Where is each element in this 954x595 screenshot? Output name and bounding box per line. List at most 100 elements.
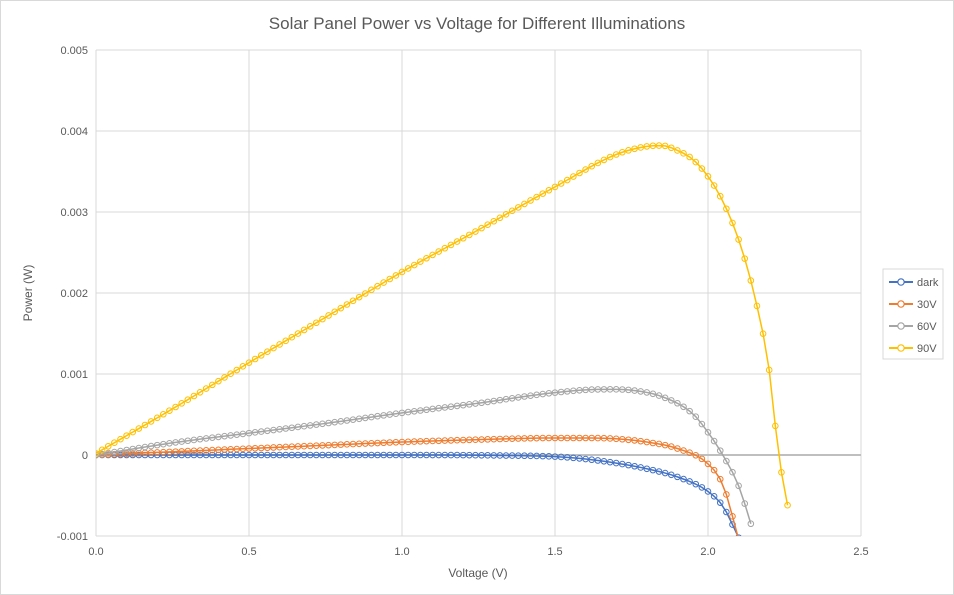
- data-point: [227, 432, 234, 439]
- y-axis-label: Power (W): [21, 265, 35, 322]
- data-point: [239, 430, 247, 438]
- data-point: [588, 386, 596, 393]
- data-point: [117, 447, 124, 455]
- data-point: [264, 427, 271, 435]
- legend-item: 90V: [889, 343, 937, 355]
- data-point: [257, 451, 265, 459]
- data-point: [331, 451, 338, 459]
- y-tick-label: 0.005: [60, 45, 88, 57]
- data-point: [545, 453, 553, 460]
- x-tick-label: 1.5: [547, 546, 562, 558]
- data-point: [521, 435, 528, 442]
- y-tick-label: 0.004: [60, 126, 88, 138]
- data-point: [710, 492, 718, 500]
- data-point: [331, 418, 338, 426]
- data-point: [631, 145, 638, 153]
- data-point: [404, 265, 412, 272]
- gridlines: [95, 49, 862, 537]
- data-point: [588, 162, 596, 170]
- data-point: [698, 420, 706, 428]
- data-point: [361, 290, 369, 297]
- data-point: [392, 410, 400, 418]
- data-point: [221, 432, 228, 440]
- series-60V: [96, 386, 755, 528]
- data-point: [288, 443, 296, 451]
- data-point: [374, 282, 381, 290]
- data-point: [166, 407, 173, 414]
- data-point: [190, 447, 198, 455]
- x-axis-label: Voltage (V): [448, 566, 507, 580]
- data-point: [349, 440, 357, 448]
- data-point: [264, 444, 271, 452]
- data-point: [759, 330, 767, 337]
- data-point: [276, 451, 283, 459]
- data-point: [123, 446, 130, 454]
- data-point: [153, 449, 161, 456]
- data-point: [539, 452, 547, 460]
- data-point: [282, 443, 290, 451]
- data-point: [208, 434, 216, 441]
- data-point: [208, 451, 216, 459]
- x-tick-label: 1.0: [394, 546, 409, 558]
- data-point: [490, 452, 498, 459]
- data-point: [294, 443, 302, 450]
- data-point: [196, 451, 204, 459]
- data-point: [429, 451, 436, 459]
- data-point: [111, 439, 118, 447]
- y-tick-label: 0.003: [60, 207, 88, 219]
- data-point: [680, 447, 687, 454]
- data-point: [533, 434, 540, 442]
- data-point: [551, 183, 559, 191]
- data-point: [276, 443, 283, 451]
- data-point: [153, 414, 161, 422]
- data-point: [716, 192, 724, 200]
- data-point: [233, 431, 241, 438]
- data-point: [453, 451, 461, 459]
- data-point: [514, 394, 522, 401]
- data-point: [747, 277, 755, 284]
- data-point: [404, 408, 412, 416]
- data-point: [723, 205, 730, 213]
- data-point: [619, 386, 626, 393]
- data-point: [398, 438, 406, 446]
- data-point: [184, 447, 192, 455]
- data-point: [459, 436, 467, 444]
- data-point: [245, 451, 253, 459]
- data-point: [667, 397, 675, 404]
- data-point: [600, 434, 608, 442]
- data-point: [502, 452, 510, 459]
- data-point: [716, 499, 724, 506]
- data-point: [447, 451, 455, 459]
- data-point: [582, 455, 589, 463]
- data-point: [527, 197, 534, 204]
- data-point: [594, 159, 602, 167]
- data-point: [245, 429, 253, 437]
- data-point: [606, 435, 614, 442]
- data-point: [741, 255, 749, 262]
- data-point: [251, 451, 259, 459]
- data-point: [686, 449, 693, 456]
- data-point: [514, 435, 522, 442]
- data-point: [441, 404, 449, 411]
- data-point: [374, 451, 381, 459]
- legend-label: 30V: [917, 299, 937, 311]
- data-point: [325, 441, 332, 449]
- data-point: [361, 451, 369, 459]
- series-line: [96, 454, 739, 536]
- data-point: [514, 204, 522, 211]
- data-point: [270, 451, 277, 459]
- data-point: [190, 451, 198, 459]
- data-point: [319, 420, 326, 428]
- data-point: [533, 193, 540, 201]
- data-point: [386, 451, 394, 459]
- data-point: [368, 439, 375, 447]
- data-point: [141, 443, 149, 451]
- data-point: [570, 454, 577, 462]
- data-point: [508, 395, 516, 402]
- data-point: [221, 446, 228, 453]
- data-point: [643, 389, 651, 396]
- data-point: [306, 422, 314, 429]
- data-point: [245, 359, 253, 366]
- data-point: [306, 442, 314, 450]
- data-point: [300, 451, 308, 459]
